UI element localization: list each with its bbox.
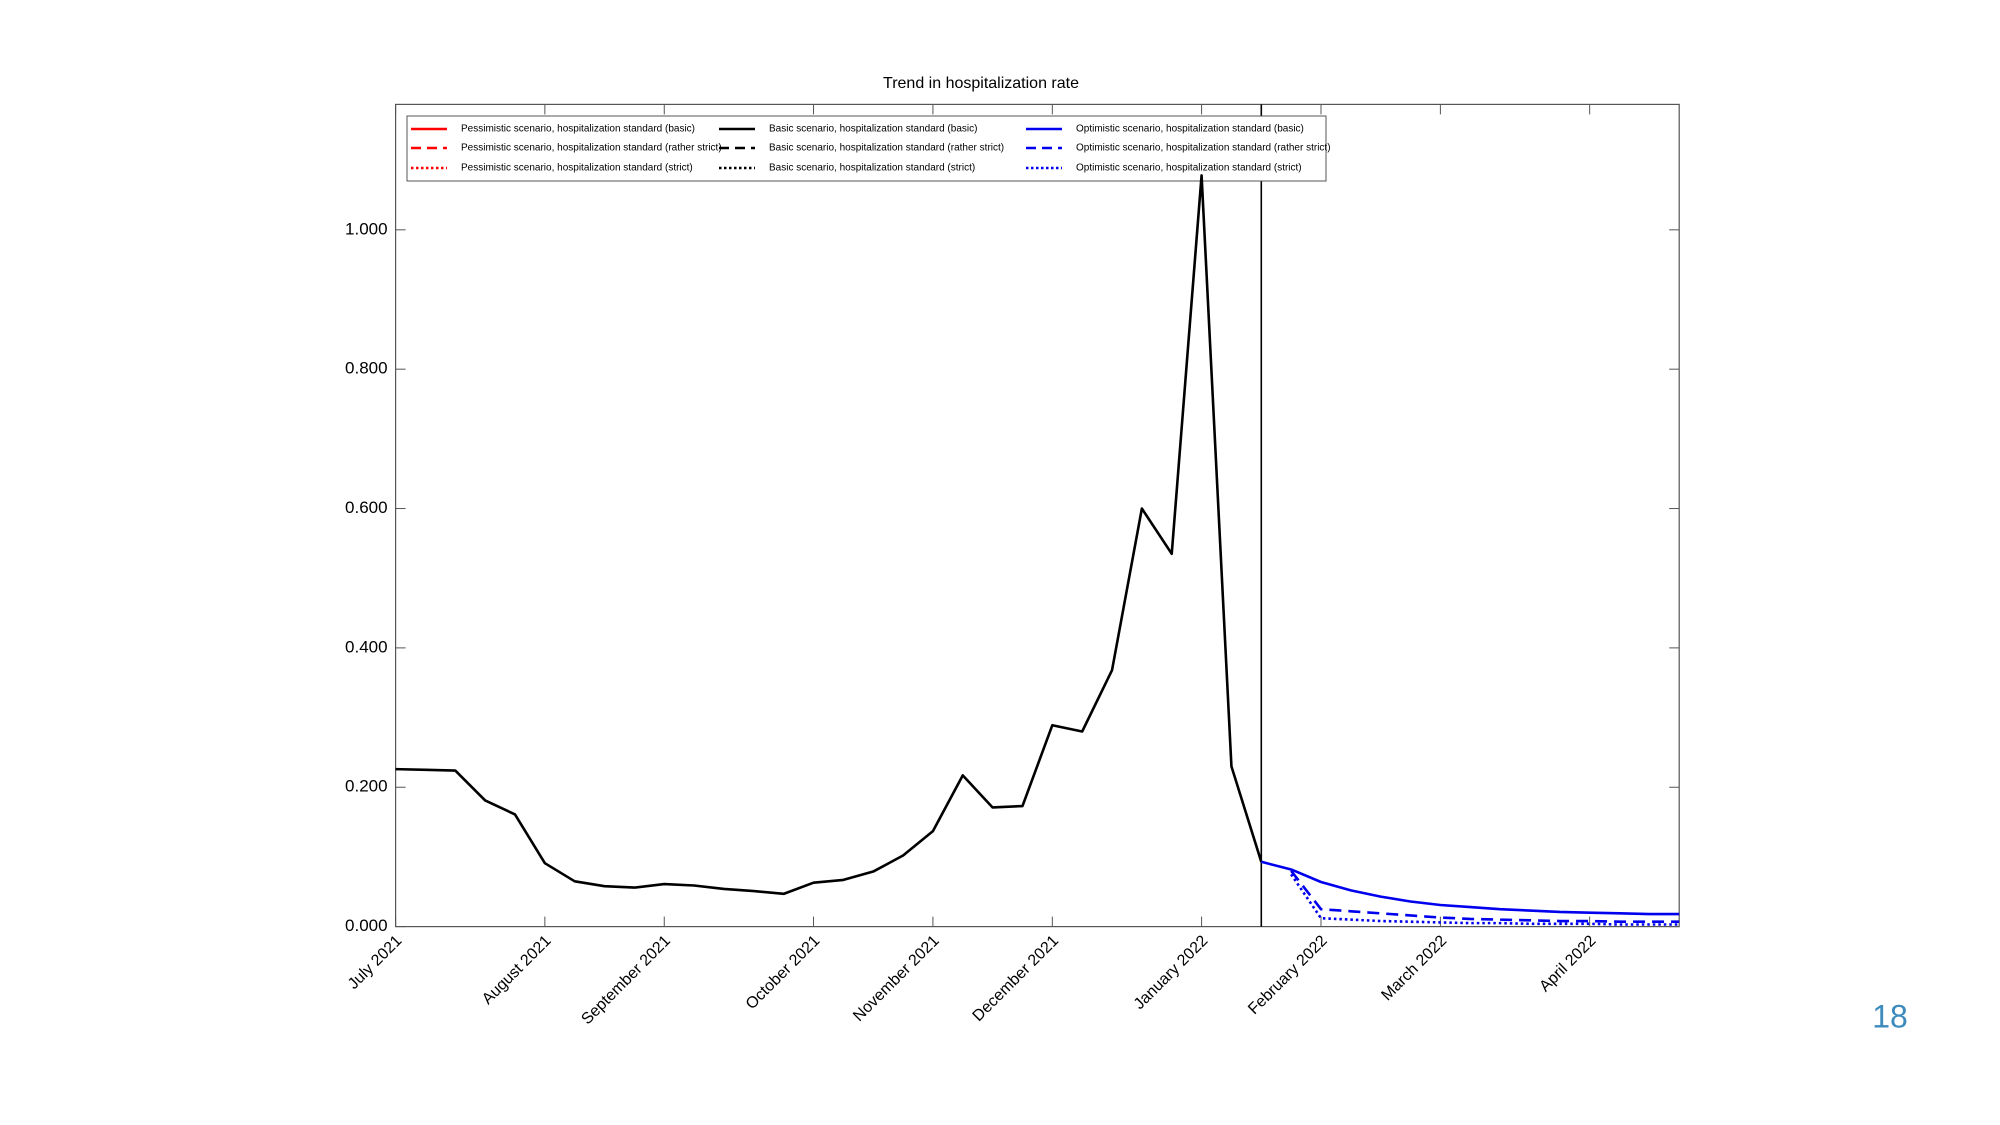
y-tick-label: 0.200 (345, 777, 388, 796)
legend-label: Pessimistic scenario, hospitalization st… (461, 163, 693, 174)
y-tick-label: 0.000 (345, 916, 388, 935)
y-tick-label: 1.000 (345, 219, 388, 238)
legend-label: Basic scenario, hospitalization standard… (769, 124, 977, 135)
y-tick-label: 0.800 (345, 359, 388, 378)
legend-box (406, 115, 1327, 182)
legend-label: Optimistic scenario, hospitalization sta… (1076, 163, 1302, 174)
legend-label: Basic scenario, hospitalization standard… (769, 143, 1004, 154)
plot-frame (395, 103, 1680, 928)
legend-label: Pessimistic scenario, hospitalization st… (461, 143, 722, 154)
x-tick-label: August 2021 (479, 932, 555, 1008)
x-tick-label: September 2021 (578, 932, 674, 1028)
chart-title: Trend in hospitalization rate (883, 75, 1079, 92)
series-line (395, 174, 1263, 896)
legend-label: Basic scenario, hospitalization standard… (769, 163, 975, 174)
x-tick-label: January 2022 (1131, 932, 1212, 1013)
x-tick-label: December 2021 (970, 932, 1063, 1025)
series-line (1290, 870, 1680, 924)
legend-label: Optimistic scenario, hospitalization sta… (1076, 124, 1304, 135)
x-tick-label: March 2022 (1378, 932, 1450, 1004)
x-tick-label: April 2022 (1536, 932, 1599, 995)
series-line (1260, 860, 1680, 916)
x-tick-label: November 2021 (850, 932, 943, 1025)
x-tick-label: February 2022 (1245, 932, 1331, 1018)
x-tick-label: July 2021 (345, 932, 406, 993)
legend-label: Optimistic scenario, hospitalization sta… (1076, 143, 1331, 154)
x-tick-label: October 2021 (743, 932, 824, 1013)
y-tick-label: 0.600 (345, 498, 388, 517)
legend-label: Pessimistic scenario, hospitalization st… (461, 124, 695, 135)
page-number: 18 (1872, 998, 1908, 1034)
y-tick-label: 0.400 (345, 637, 388, 656)
series-line (1290, 873, 1680, 926)
